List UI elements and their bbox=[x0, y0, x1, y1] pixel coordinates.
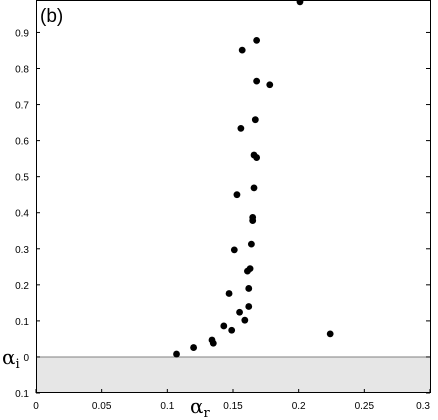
data-point bbox=[236, 308, 243, 316]
data-point bbox=[253, 36, 261, 44]
y-axis-label-sub: i bbox=[16, 357, 20, 372]
data-point bbox=[266, 81, 274, 89]
x-tick-label: 0.15 bbox=[223, 401, 243, 412]
x-axis-label-base: α bbox=[190, 394, 204, 418]
x-tick-label: 0.1 bbox=[160, 401, 174, 412]
data-point bbox=[230, 246, 238, 254]
y-tick-label: 0.5 bbox=[15, 173, 29, 184]
y-tick-label: 0.9 bbox=[15, 28, 29, 39]
x-tick-label: 0.2 bbox=[292, 401, 306, 412]
data-point bbox=[247, 240, 255, 248]
plot-background bbox=[36, 0, 431, 393]
data-point bbox=[220, 322, 228, 330]
data-point bbox=[245, 303, 253, 310]
data-point bbox=[253, 154, 261, 161]
data-point bbox=[250, 184, 258, 192]
y-axis-ticks: 0.1 0 0.1 0.2 0.3 0.4 0.5 0.6 0.7 0.8 0.9 bbox=[15, 28, 430, 400]
y-tick-label: 0.4 bbox=[15, 209, 29, 220]
x-axis-label-sub: r bbox=[204, 406, 211, 420]
data-point bbox=[225, 290, 233, 297]
data-point bbox=[249, 217, 257, 225]
data-point bbox=[245, 285, 253, 292]
stable-region-shading bbox=[36, 356, 430, 393]
x-tick-label: 0.05 bbox=[92, 401, 112, 412]
data-point bbox=[241, 316, 249, 324]
data-point bbox=[209, 339, 217, 347]
y-tick-label: 0.7 bbox=[15, 101, 29, 112]
y-tick-label: 0.8 bbox=[15, 65, 29, 76]
x-tick-label: 0 bbox=[33, 401, 39, 412]
data-point bbox=[244, 267, 251, 275]
data-point bbox=[190, 344, 198, 351]
data-point bbox=[296, 0, 304, 6]
data-point bbox=[228, 326, 236, 334]
y-tick-label: 0.2 bbox=[15, 281, 29, 292]
y-tick-label: 0 bbox=[23, 353, 29, 364]
y-tick-label: 0.3 bbox=[15, 245, 29, 256]
y-tick-label: 0.1 bbox=[15, 389, 29, 400]
data-point bbox=[326, 330, 334, 338]
x-tick-label: 0.25 bbox=[355, 401, 375, 412]
panel-label: (b) bbox=[40, 6, 63, 27]
data-point bbox=[233, 191, 241, 199]
x-axis-label: αr bbox=[190, 394, 211, 420]
data-point bbox=[253, 77, 261, 85]
data-point bbox=[251, 116, 259, 124]
x-axis-ticks: 0 0.05 0.1 0.15 0.2 0.25 0.3 bbox=[33, 389, 431, 412]
data-point bbox=[173, 350, 180, 358]
y-tick-label: 0.1 bbox=[15, 317, 29, 328]
y-axis-label: αi bbox=[2, 345, 20, 372]
x-tick-label: 0.3 bbox=[416, 401, 430, 412]
data-points bbox=[173, 0, 334, 358]
data-point bbox=[238, 46, 246, 54]
y-tick-label: 0.6 bbox=[15, 137, 29, 148]
y-axis-label-base: α bbox=[2, 345, 16, 369]
data-point bbox=[237, 124, 245, 132]
